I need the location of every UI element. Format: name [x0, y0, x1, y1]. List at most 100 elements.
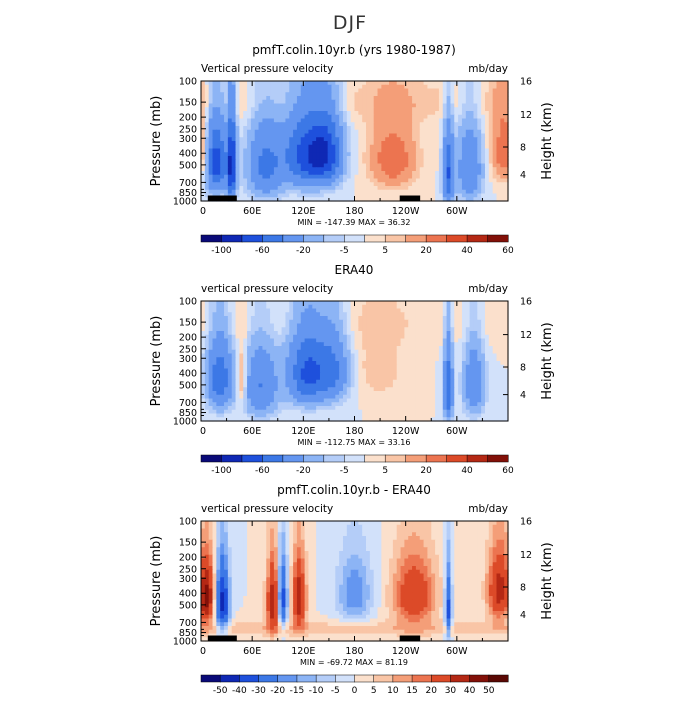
field-cell — [247, 141, 251, 145]
field-cell — [255, 380, 259, 384]
field-cell — [443, 115, 447, 119]
field-cell — [493, 96, 497, 100]
field-cell — [381, 119, 385, 123]
field-cell — [228, 156, 232, 160]
field-cell — [401, 324, 405, 328]
field-cell — [462, 406, 466, 410]
field-cell — [427, 342, 431, 346]
field-cell — [243, 186, 247, 190]
field-cell — [293, 100, 297, 104]
field-cell — [378, 387, 382, 391]
field-cell — [335, 96, 339, 100]
field-cell — [243, 111, 247, 115]
field-cell — [454, 395, 458, 399]
field-cell — [228, 137, 232, 141]
field-cell — [431, 85, 435, 89]
field-cell — [228, 384, 232, 388]
field-cell — [355, 160, 359, 164]
field-cell — [401, 361, 405, 365]
field-cell — [224, 179, 228, 183]
field-cell — [335, 361, 339, 365]
field-cell — [401, 331, 405, 335]
field-cell — [239, 182, 243, 186]
field-cell — [312, 342, 316, 346]
field-cell — [320, 179, 324, 183]
field-cell — [362, 339, 366, 343]
field-cell — [205, 107, 209, 111]
field-cell — [301, 167, 305, 171]
field-cell — [496, 186, 500, 190]
field-cell — [370, 107, 374, 111]
field-cell — [447, 126, 451, 130]
field-cell — [278, 126, 282, 130]
field-cell — [454, 171, 458, 175]
field-cell — [274, 160, 278, 164]
field-cell — [374, 194, 378, 198]
field-cell — [470, 160, 474, 164]
field-cell — [255, 327, 259, 331]
field-cell — [454, 96, 458, 100]
field-cell — [431, 305, 435, 309]
field-cell — [450, 122, 454, 126]
field-cell — [378, 331, 382, 335]
field-cell — [362, 380, 366, 384]
field-cell — [366, 316, 370, 320]
field-cell — [481, 391, 485, 395]
field-cell — [220, 402, 224, 406]
colorbar-swatch — [447, 235, 468, 242]
field-cell — [427, 85, 431, 89]
field-cell — [312, 182, 316, 186]
field-cell — [500, 81, 504, 85]
field-cell — [462, 104, 466, 108]
field-cell — [328, 96, 332, 100]
field-cell — [289, 89, 293, 93]
field-cell — [381, 369, 385, 373]
field-cell — [228, 164, 232, 168]
field-cell — [366, 342, 370, 346]
field-cell — [324, 186, 328, 190]
field-cell — [458, 320, 462, 324]
field-cell — [496, 175, 500, 179]
field-cell — [374, 182, 378, 186]
field-cell — [381, 391, 385, 395]
field-cell — [220, 85, 224, 89]
field-cell — [308, 156, 312, 160]
field-cell — [324, 134, 328, 138]
field-cell — [205, 301, 209, 305]
field-cell — [266, 167, 270, 171]
field-cell — [470, 100, 474, 104]
field-cell — [496, 126, 500, 130]
field-cell — [278, 309, 282, 313]
field-cell — [316, 126, 320, 130]
field-cell — [416, 309, 420, 313]
field-cell — [228, 175, 232, 179]
field-cell — [447, 149, 451, 153]
field-cell — [335, 167, 339, 171]
field-cell — [355, 141, 359, 145]
field-cell — [282, 395, 286, 399]
field-cell — [358, 152, 362, 156]
field-cell — [278, 305, 282, 309]
field-cell — [335, 164, 339, 168]
field-cell — [458, 376, 462, 380]
field-cell — [485, 152, 489, 156]
field-cell — [489, 324, 493, 328]
field-cell — [470, 391, 474, 395]
field-cell — [228, 312, 232, 316]
field-cell — [420, 186, 424, 190]
field-cell — [420, 316, 424, 320]
field-cell — [404, 365, 408, 369]
field-cell — [485, 145, 489, 149]
field-cell — [351, 372, 355, 376]
field-cell — [247, 312, 251, 316]
field-cell — [274, 372, 278, 376]
field-cell — [374, 104, 378, 108]
field-cell — [216, 100, 220, 104]
field-cell — [470, 85, 474, 89]
field-cell — [282, 361, 286, 365]
field-cell — [431, 365, 435, 369]
field-cell — [236, 342, 240, 346]
field-cell — [477, 372, 481, 376]
field-cell — [385, 391, 389, 395]
field-cell — [285, 126, 289, 130]
